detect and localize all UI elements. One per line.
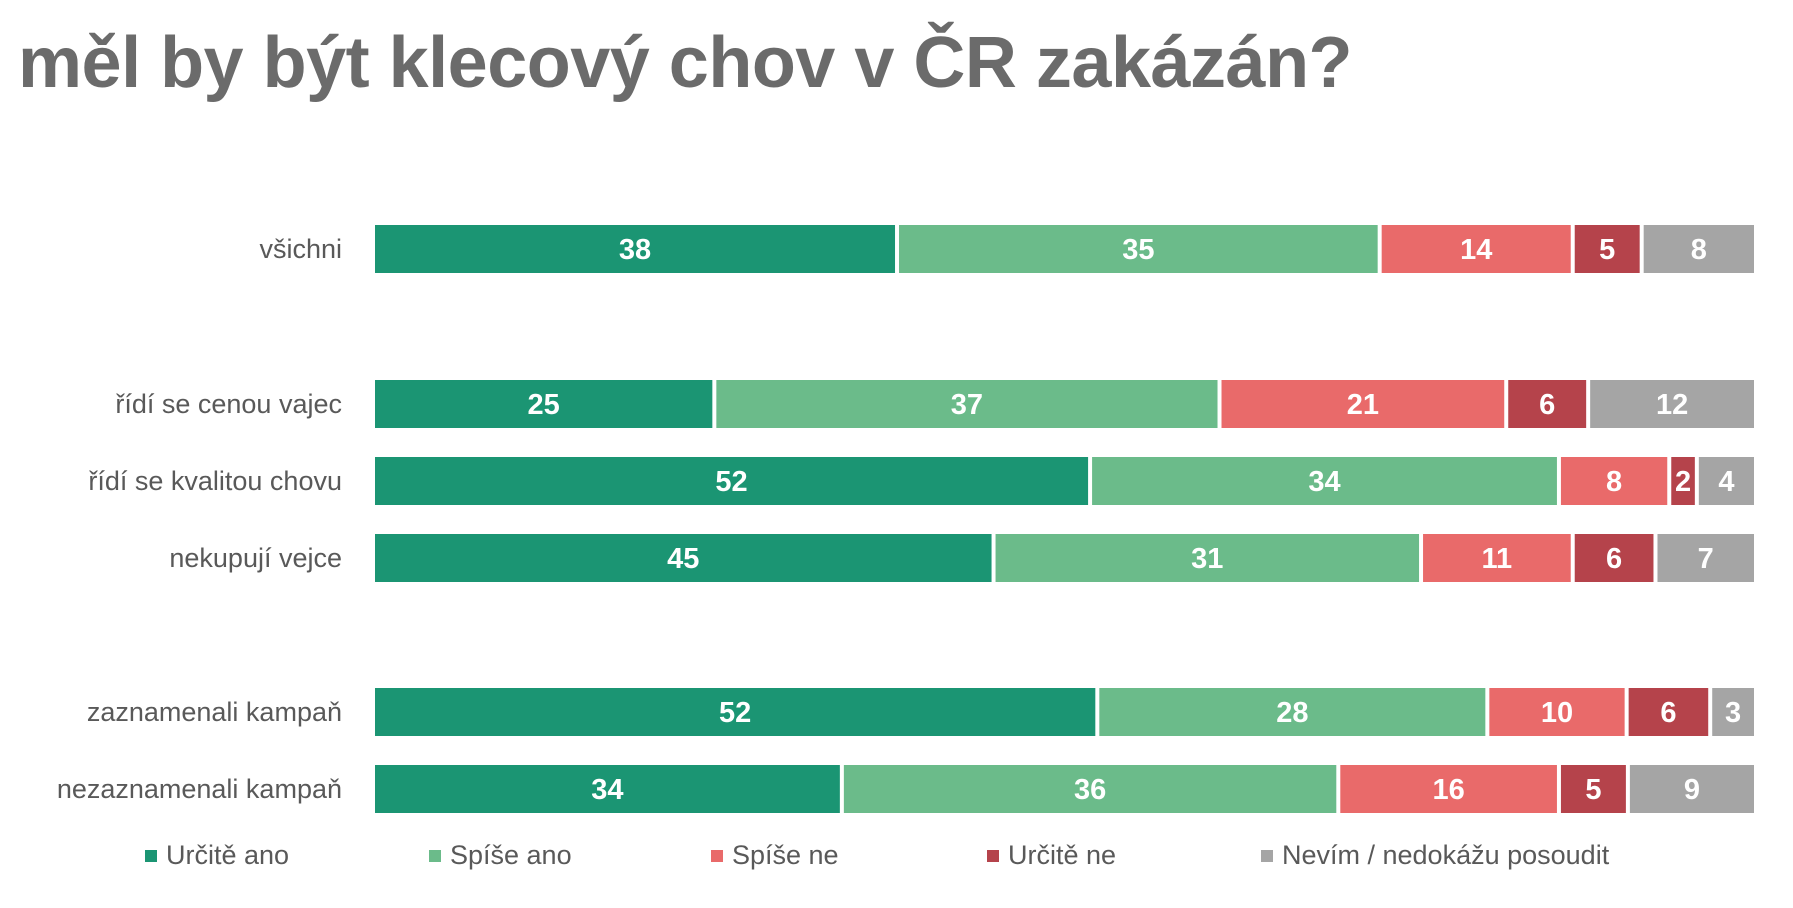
data-label: 52 [715, 466, 747, 498]
data-label: 36 [1074, 774, 1106, 806]
category-label: všichni [259, 234, 342, 264]
data-label: 34 [591, 774, 623, 806]
data-label: 37 [951, 389, 983, 421]
data-label: 5 [1585, 774, 1601, 806]
data-label: 10 [1541, 697, 1573, 729]
category-label: nekupují vejce [169, 543, 342, 573]
bar-segment [1092, 457, 1557, 505]
legend-label: Spíše ano [450, 840, 572, 870]
data-label: 21 [1347, 389, 1379, 421]
legend-label: Nevím / nedokážu posoudit [1282, 840, 1610, 870]
data-label: 28 [1276, 697, 1308, 729]
data-label: 34 [1308, 466, 1340, 498]
bar-segment [375, 225, 896, 273]
bar-segment [1628, 688, 1709, 736]
data-label: 7 [1698, 543, 1714, 575]
bar-segment [375, 765, 840, 813]
bar-segment [899, 225, 1378, 273]
bar-segment [375, 380, 713, 428]
bar-segment [1340, 765, 1557, 813]
legend-swatch [1261, 849, 1273, 862]
bar-segment [1574, 534, 1654, 582]
data-label: 25 [528, 389, 560, 421]
bar-segment [1560, 765, 1626, 813]
bar-segment [1590, 380, 1754, 428]
legend-item: Spíše ne [711, 840, 839, 871]
category-label: řídí se kvalitou chovu [88, 466, 342, 496]
bar-segment [1657, 534, 1754, 582]
bar-segment [716, 380, 1218, 428]
data-label: 45 [667, 543, 699, 575]
bar-segment [375, 534, 992, 582]
bar-segment [1574, 225, 1640, 273]
bar-segment [1099, 688, 1486, 736]
chart-title: měl by být klecový chov v ČR zakázán? [18, 23, 1353, 103]
data-label: 52 [719, 697, 751, 729]
bar-segment [1560, 457, 1668, 505]
legend-item: Spíše ano [429, 840, 572, 871]
data-label: 14 [1460, 234, 1492, 266]
bar-segment [1671, 457, 1695, 505]
bar-segment [1629, 765, 1754, 813]
bar-segment [1221, 380, 1505, 428]
legend-swatch [987, 849, 999, 862]
bar-segment [843, 765, 1337, 813]
category-label: zaznamenali kampaň [87, 697, 342, 727]
data-label: 8 [1606, 466, 1622, 498]
legend-swatch [429, 849, 441, 862]
legend-label: Určitě ne [1008, 840, 1117, 870]
bar-segment [1698, 457, 1754, 505]
bar-segment [375, 457, 1089, 505]
bar-segment [1712, 688, 1754, 736]
data-label: 5 [1599, 234, 1615, 266]
bar-segment [1643, 225, 1754, 273]
legend-label: Spíše ne [732, 840, 839, 870]
bar-segment [995, 534, 1420, 582]
data-label: 38 [619, 234, 651, 266]
data-label: 8 [1691, 234, 1707, 266]
data-label: 4 [1718, 466, 1734, 498]
legend-item: Nevím / nedokážu posoudit [1261, 840, 1609, 871]
data-label: 16 [1432, 774, 1464, 806]
data-label: 6 [1606, 543, 1622, 575]
category-label: nezaznamenali kampaň [57, 774, 342, 804]
data-label: 6 [1539, 389, 1555, 421]
data-label: 35 [1122, 234, 1154, 266]
data-label: 31 [1191, 543, 1223, 575]
legend-item: Určitě ano [145, 840, 289, 871]
chart-legend: Určitě ano Spíše ano Spíše ne Určitě ne Neví… [145, 840, 1645, 880]
bar-segment [375, 688, 1096, 736]
bar-segment [1423, 534, 1571, 582]
bar-segment [1381, 225, 1571, 273]
bar-segment [1508, 380, 1587, 428]
legend-swatch [711, 849, 723, 862]
category-label: řídí se cenou vajec [115, 389, 342, 419]
legend-label: Určitě ano [166, 840, 290, 870]
data-label: 3 [1725, 697, 1741, 729]
data-label: 2 [1675, 466, 1691, 498]
data-label: 12 [1656, 389, 1688, 421]
legend-swatch [145, 849, 157, 862]
bar-segment [1489, 688, 1625, 736]
data-label: 11 [1482, 543, 1513, 575]
legend-item: Určitě ne [987, 840, 1116, 871]
data-label: 9 [1684, 774, 1700, 806]
data-label: 6 [1660, 697, 1676, 729]
